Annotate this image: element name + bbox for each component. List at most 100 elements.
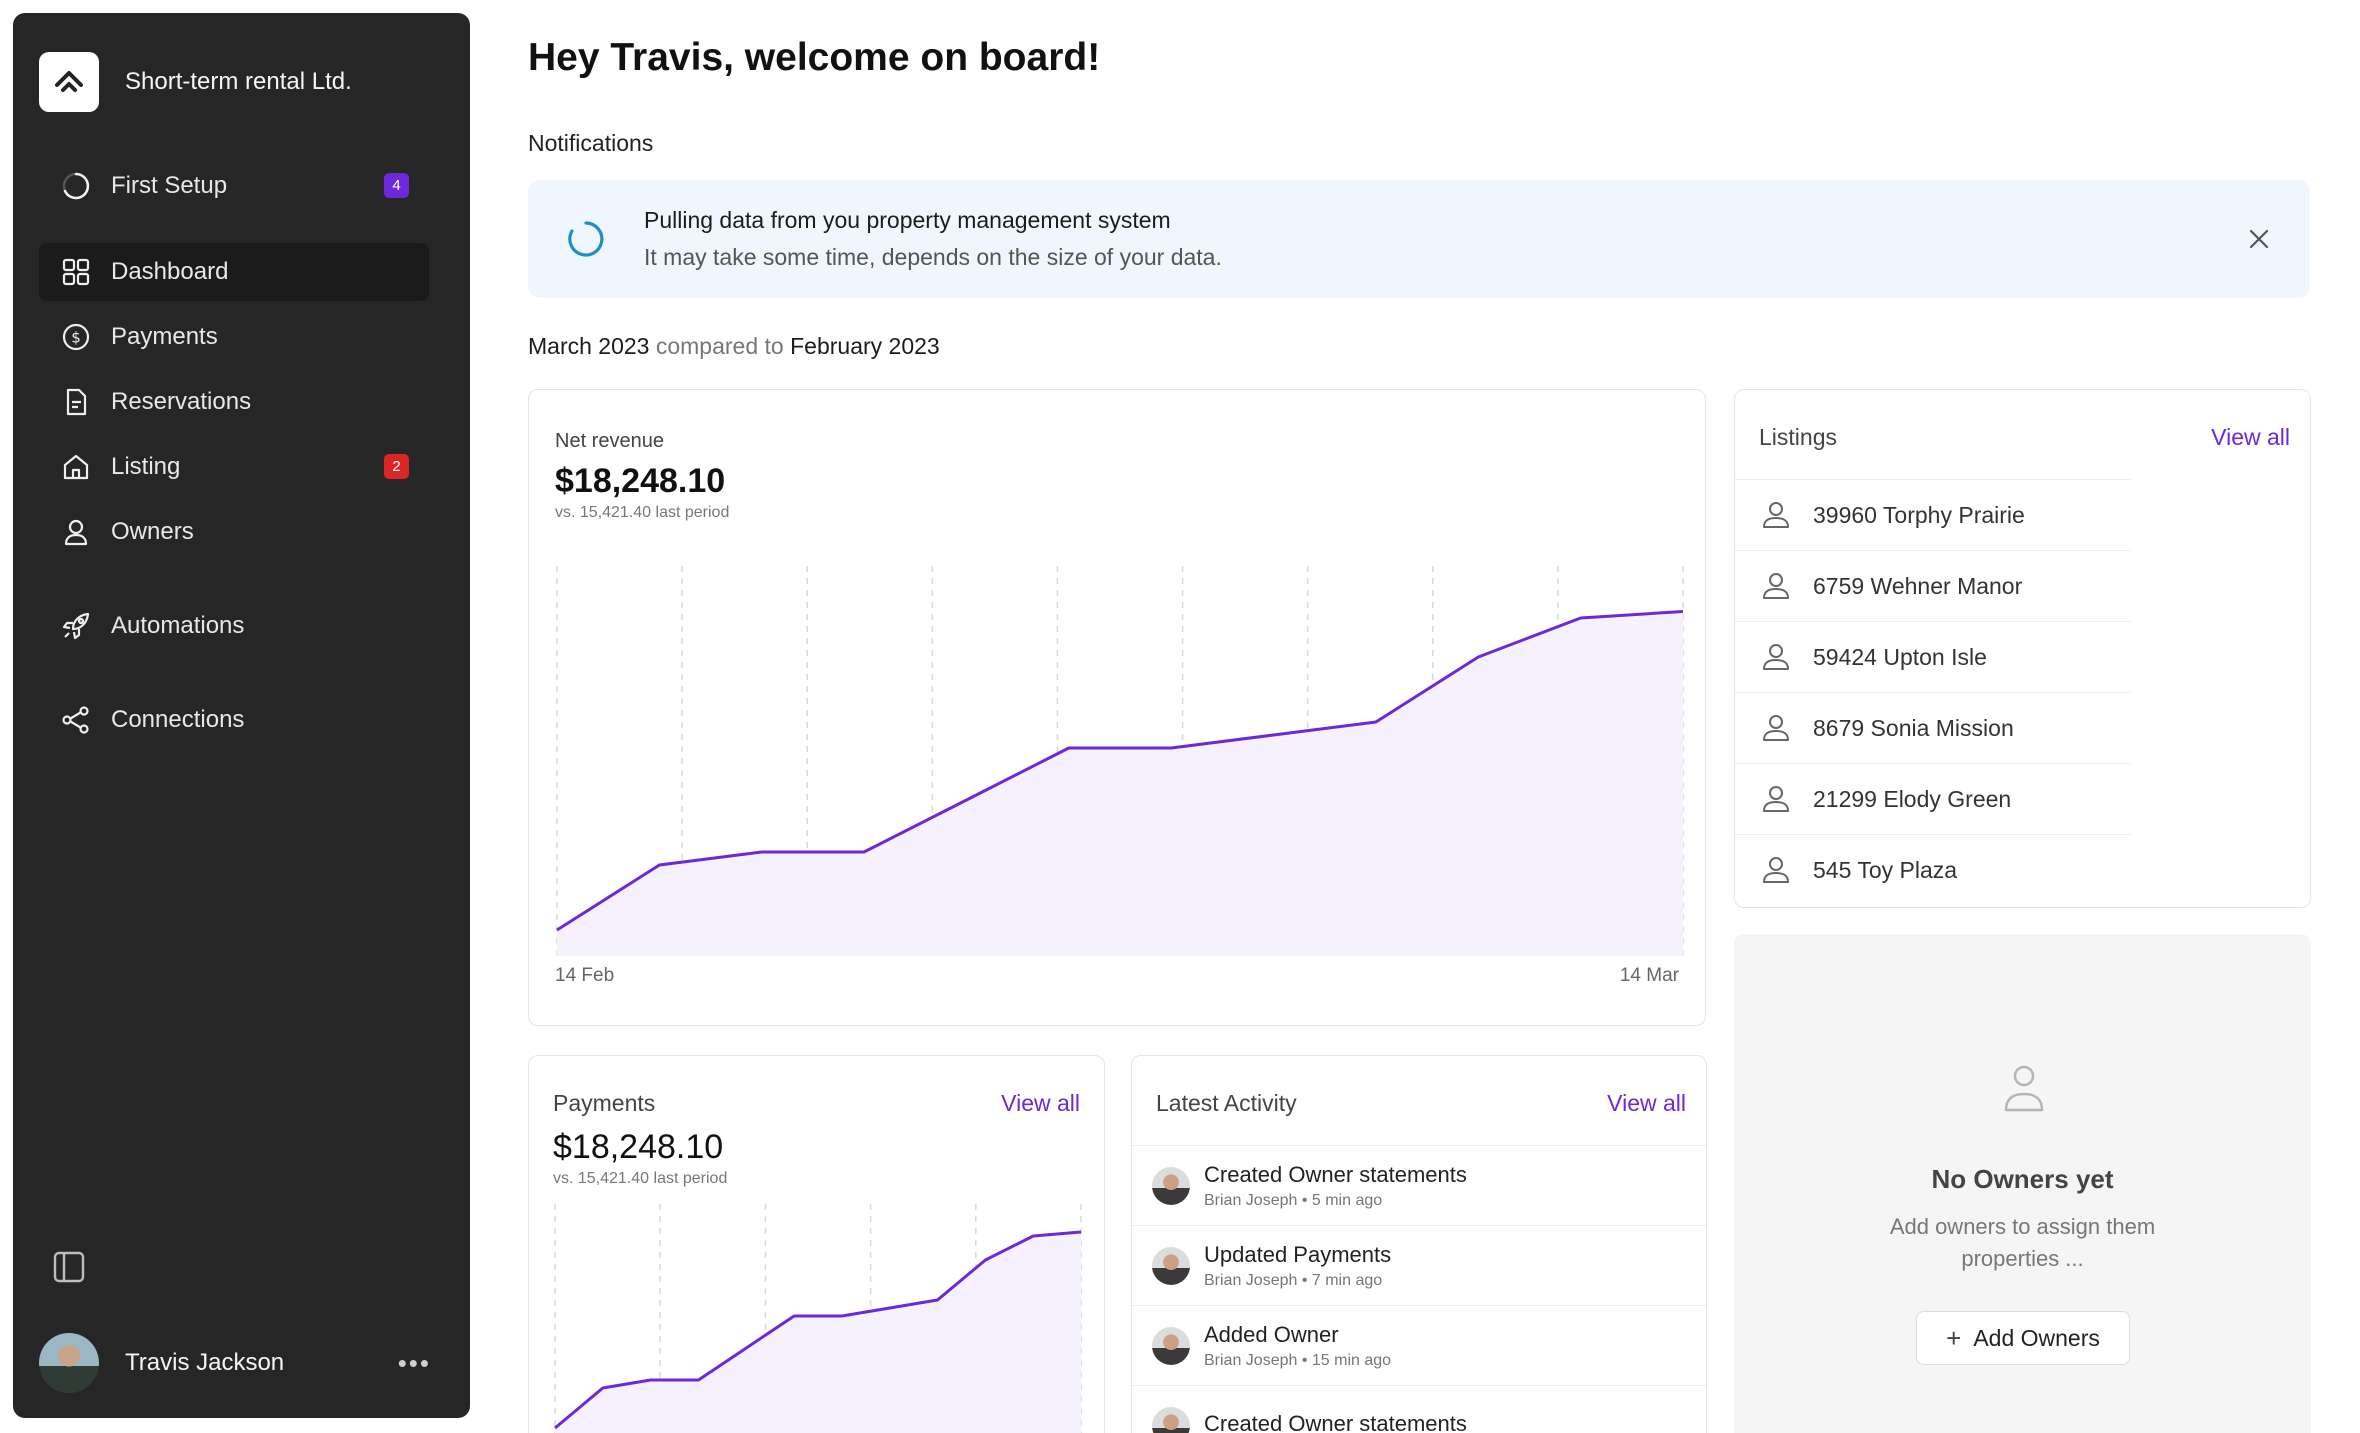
progress-ring-icon xyxy=(59,169,93,203)
series-line xyxy=(554,1230,1082,1430)
activity-title-text: Created Owner statements xyxy=(1204,1161,1467,1187)
rocket-icon xyxy=(59,609,93,643)
home-icon xyxy=(59,450,93,484)
plus-icon: + xyxy=(1946,1322,1962,1353)
avatar xyxy=(1152,1406,1190,1433)
payments-comparison: vs. 15,421.40 last period xyxy=(553,1170,728,1187)
period-previous: February 2023 xyxy=(790,333,940,359)
listing-row[interactable]: 39960 Torphy Prairie xyxy=(1735,479,2131,550)
sidebar-item-automations[interactable]: Automations xyxy=(39,597,429,655)
activity-row[interactable]: Updated Payments Brian Joseph • 7 min ago xyxy=(1132,1225,1706,1305)
person-icon xyxy=(2004,1065,2044,1112)
sidebar-item-payments[interactable]: $ Payments xyxy=(39,308,429,366)
payments-view-all-link[interactable]: View all xyxy=(1001,1090,1080,1116)
svg-text:$: $ xyxy=(71,329,81,347)
listing-address: 21299 Elody Green xyxy=(1813,785,2012,812)
owners-empty-state: No Owners yet Add owners to assign them … xyxy=(1734,934,2311,1433)
payments-card: Payments View all $18,248.10 vs. 15,421.… xyxy=(528,1055,1105,1433)
listings-title: Listings xyxy=(1759,424,1837,450)
listing-address: 6759 Wehner Manor xyxy=(1813,572,2023,599)
net-revenue-value: $18,248.10 xyxy=(555,462,726,500)
card-label: Net revenue xyxy=(555,430,664,452)
empty-state-title: No Owners yet xyxy=(1931,1164,2114,1194)
location-user-icon xyxy=(1763,786,1789,812)
listing-row[interactable]: 8679 Sonia Mission xyxy=(1735,692,2131,763)
close-icon[interactable] xyxy=(2246,226,2272,252)
listing-address: 59424 Upton Isle xyxy=(1813,643,1987,670)
x-axis-end-label: 14 Mar xyxy=(1619,965,1679,986)
setup-count-badge: 4 xyxy=(384,173,409,198)
payments-value: $18,248.10 xyxy=(553,1128,724,1166)
x-axis-start-label: 14 Feb xyxy=(555,965,615,986)
activity-meta: Brian Joseph • 7 min ago xyxy=(1204,1271,1383,1289)
area-fill xyxy=(557,611,1683,956)
avatar xyxy=(1152,1246,1190,1285)
loading-spinner-icon xyxy=(568,221,604,257)
add-owners-button[interactable]: + Add Owners xyxy=(1916,1311,2130,1365)
sidebar-item-dashboard[interactable]: Dashboard xyxy=(39,243,429,301)
period-current: March 2023 xyxy=(528,333,650,359)
sidebar-item-label: Payments xyxy=(111,323,218,350)
notifications-heading: Notifications xyxy=(528,130,654,156)
avatar xyxy=(1152,1326,1190,1365)
main-content: Hey Travis, welcome on board! Notificati… xyxy=(528,0,2338,1433)
current-user[interactable]: Travis Jackson ••• xyxy=(39,1328,449,1398)
listing-row[interactable]: 59424 Upton Isle xyxy=(1735,621,2131,692)
sidebar-item-owners[interactable]: Owners xyxy=(39,503,429,561)
listing-address: 8679 Sonia Mission xyxy=(1813,714,2014,741)
activity-row[interactable]: Created Owner statements Brian Joseph • 5… xyxy=(1132,1145,1706,1225)
user-name: Travis Jackson xyxy=(125,1349,285,1376)
payments-title: Payments xyxy=(553,1090,656,1116)
sidebar-item-label: First Setup xyxy=(111,172,228,199)
period-connector: compared to xyxy=(649,333,791,359)
share-icon xyxy=(59,703,93,737)
brand-logo-icon xyxy=(39,52,99,112)
activity-view-all-link[interactable]: View all xyxy=(1607,1090,1686,1116)
brand[interactable]: Short-term rental Ltd. xyxy=(39,52,352,112)
notification-title: Pulling data from you property managemen… xyxy=(644,207,1171,233)
add-owners-label: Add Owners xyxy=(1973,1324,2100,1351)
location-user-icon xyxy=(1763,715,1789,741)
grid-icon xyxy=(59,255,93,289)
location-user-icon xyxy=(1763,644,1789,670)
listings-view-all-link[interactable]: View all xyxy=(2211,424,2290,450)
sidebar-item-label: Reservations xyxy=(111,388,252,415)
more-options-icon[interactable]: ••• xyxy=(397,1347,431,1378)
sidebar: Short-term rental Ltd. First Setup 4 Das… xyxy=(13,13,470,1418)
payments-chart xyxy=(554,1204,1082,1433)
location-user-icon xyxy=(1763,573,1789,599)
brand-name: Short-term rental Ltd. xyxy=(125,68,352,95)
sidebar-item-first-setup[interactable]: First Setup 4 xyxy=(39,157,429,215)
activity-meta: Brian Joseph • 15 min ago xyxy=(1204,1351,1392,1369)
sidebar-item-connections[interactable]: Connections xyxy=(39,691,429,749)
user-icon xyxy=(59,515,93,549)
dollar-circle-icon: $ xyxy=(59,320,93,354)
sidebar-toggle-icon[interactable] xyxy=(51,1249,87,1285)
net-revenue-card: Net revenue $18,248.10 vs. 15,421.40 las… xyxy=(528,389,1706,1026)
avatar xyxy=(39,1333,99,1393)
activity-row[interactable]: Added Owner Brian Joseph • 15 min ago xyxy=(1132,1305,1706,1385)
notification-subtitle: It may take some time, depends on the si… xyxy=(644,244,1222,270)
listing-row[interactable]: 6759 Wehner Manor xyxy=(1735,550,2131,621)
area-fill xyxy=(555,1232,1081,1433)
page-title: Hey Travis, welcome on board! xyxy=(528,36,1101,79)
sidebar-item-listing[interactable]: Listing 2 xyxy=(39,438,429,496)
activity-meta: Brian Joseph • 5 min ago xyxy=(1204,1191,1383,1209)
empty-state-subtitle: Add owners to assign them properties ... xyxy=(1889,1214,2156,1271)
listings-card: Listings View all 39960 Torphy Prairie 67… xyxy=(1734,389,2311,908)
activity-title-text: Created Owner statements xyxy=(1204,1410,1467,1433)
listing-count-badge: 2 xyxy=(384,454,409,479)
net-revenue-comparison: vs. 15,421.40 last period xyxy=(555,504,730,521)
activity-title-text: Updated Payments xyxy=(1204,1241,1392,1267)
sidebar-item-reservations[interactable]: Reservations xyxy=(39,373,429,431)
listing-address: 39960 Torphy Prairie xyxy=(1813,501,2025,528)
sidebar-item-label: Listing xyxy=(111,453,181,480)
latest-activity-card: Latest Activity View all Created Owner s… xyxy=(1131,1055,1707,1433)
sidebar-item-label: Automations xyxy=(111,612,245,639)
listing-row[interactable]: 545 Toy Plaza xyxy=(1735,834,2131,905)
sidebar-item-label: Connections xyxy=(111,706,245,733)
listing-row[interactable]: 21299 Elody Green xyxy=(1735,763,2131,834)
activity-row[interactable]: Created Owner statements xyxy=(1132,1385,1706,1433)
period-comparison: March 2023 compared to February 2023 xyxy=(528,333,940,360)
sync-notification: Pulling data from you property managemen… xyxy=(528,180,2310,298)
